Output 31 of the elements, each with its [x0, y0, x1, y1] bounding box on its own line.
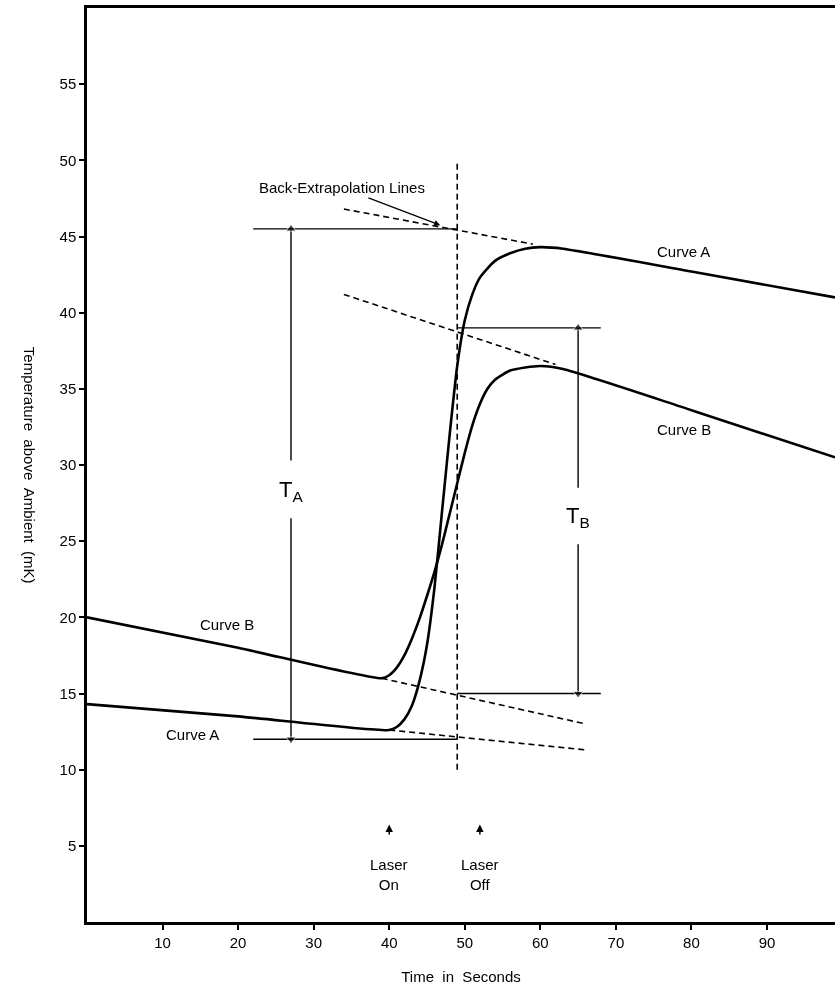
- y-tick-label: 10: [59, 760, 77, 778]
- x-tick-label: 10: [154, 933, 171, 951]
- x-tick-label: 50: [456, 933, 474, 951]
- x-tick-label: 30: [305, 933, 323, 951]
- x-tick-label: 70: [607, 933, 625, 951]
- x-tick-label: 60: [531, 933, 549, 951]
- y-axis-title: Temperature above Ambient (mK): [21, 346, 39, 584]
- y-tick-label: 55: [59, 75, 77, 93]
- x-tick-label: 90: [758, 933, 776, 951]
- y-tick-label: 25: [59, 532, 77, 550]
- y-tick-label: 15: [59, 684, 77, 702]
- annotation: Curve B: [200, 616, 255, 633]
- annotation: Curve A: [657, 243, 711, 260]
- annotation: T$_{B}$: [566, 503, 590, 531]
- annotation: Curve B: [657, 421, 712, 438]
- x-tick-label: 40: [380, 933, 398, 951]
- y-tick-label: 35: [59, 380, 77, 398]
- annotation: Laser Off: [461, 856, 499, 893]
- annotation: T$_{A}$: [279, 477, 304, 505]
- y-tick-label: 45: [59, 227, 77, 245]
- y-tick-label: 40: [59, 303, 77, 321]
- x-tick-label: 80: [683, 933, 700, 951]
- y-tick-label: 50: [59, 151, 77, 169]
- x-tick-label: 20: [229, 933, 247, 951]
- annotation: Curve A: [166, 726, 220, 743]
- y-tick-label: 30: [59, 456, 77, 474]
- y-tick-label: 5: [67, 837, 77, 855]
- annotation: Back-Extrapolation Lines: [259, 179, 425, 196]
- annotation: Laser On: [370, 856, 408, 893]
- y-tick-label: 20: [59, 608, 77, 626]
- x-axis-title: Time in Seconds: [401, 967, 521, 985]
